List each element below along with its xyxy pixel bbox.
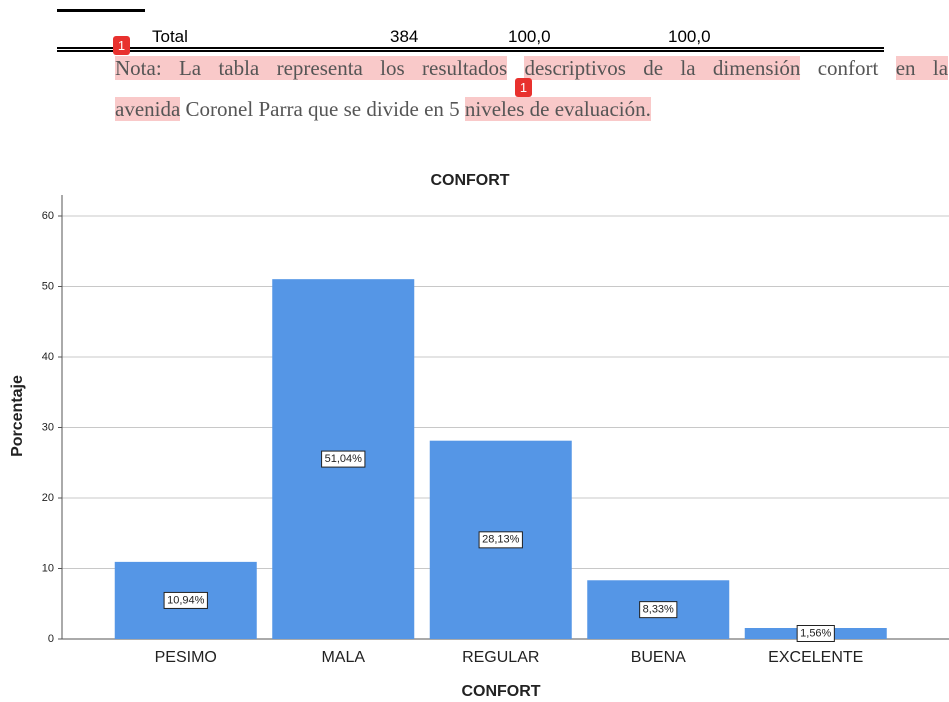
- note-text: avenida: [115, 97, 181, 121]
- value-label: 10,94%: [167, 594, 205, 606]
- double-rule: [57, 47, 884, 52]
- table-cell: Total: [152, 27, 188, 46]
- value-label-box: [321, 450, 366, 468]
- y-tick-label: 10: [42, 562, 54, 574]
- note-text: Coronel Parra que se divide en 5: [185, 97, 460, 121]
- rule: [57, 9, 145, 12]
- value-label-box: [639, 601, 678, 619]
- table-cell: 100,0: [668, 27, 711, 46]
- x-tick-label: EXCELENTE: [768, 649, 863, 666]
- value-label: 51,04%: [325, 453, 363, 465]
- table-cell: 384: [390, 27, 419, 46]
- value-label-box: [163, 591, 208, 609]
- note-text: descriptivos de la dimensión: [524, 56, 801, 80]
- value-label: 1,56%: [800, 627, 831, 639]
- y-tick-label: 60: [42, 210, 54, 222]
- badge: 1: [515, 78, 532, 97]
- table-cell: 100,0: [508, 27, 551, 46]
- note-text: niveles de evaluación.: [464, 97, 651, 121]
- value-label: 28,13%: [482, 534, 520, 546]
- y-tick-label: 30: [42, 421, 54, 433]
- value-label-box: [796, 625, 835, 643]
- value-label: 8,33%: [643, 604, 674, 616]
- note-line: avenida Coronel Parra que se divide en 5…: [115, 97, 948, 122]
- y-tick-label: 20: [42, 492, 54, 504]
- value-label-box: [478, 531, 523, 549]
- x-tick-label: MALA: [321, 649, 365, 666]
- x-axis-label: CONFORT: [461, 683, 540, 700]
- y-tick-label: 50: [42, 280, 54, 292]
- y-tick-label: 0: [48, 633, 54, 645]
- note-text: confort: [817, 56, 879, 80]
- y-tick-label: 40: [42, 351, 54, 363]
- note-line: Nota: La tabla representa los resultados…: [115, 56, 949, 81]
- x-tick-label: BUENA: [631, 649, 686, 666]
- note-text: en la: [895, 56, 949, 80]
- x-tick-label: REGULAR: [462, 649, 539, 666]
- x-tick-label: PESIMO: [155, 649, 217, 666]
- chart-title: CONFORT: [430, 172, 509, 189]
- y-axis-label: Porcentaje: [9, 375, 26, 457]
- badge: 1: [113, 36, 130, 55]
- note-text: Nota: La tabla representa los resultados: [115, 56, 508, 80]
